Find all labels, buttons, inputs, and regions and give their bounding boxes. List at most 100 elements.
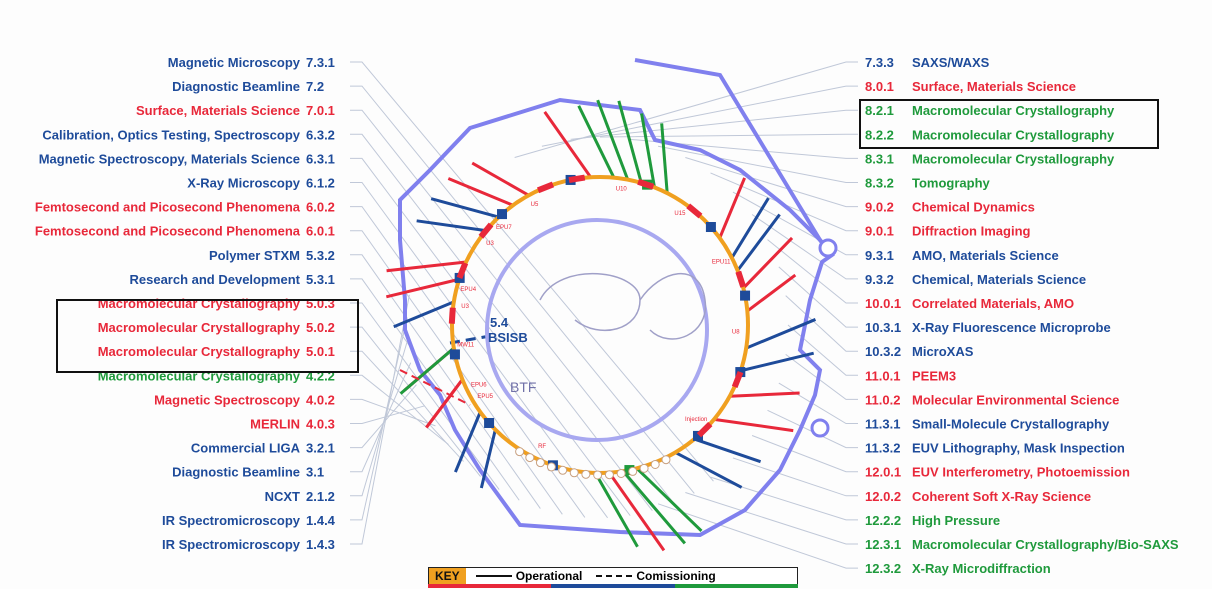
insertion-label: U3: [486, 241, 494, 247]
beamline-ray: [393, 300, 455, 329]
beamline-name-right: EUV Lithography, Mask Inspection: [912, 441, 1125, 456]
beamline-id-left: 5.0.3: [306, 296, 335, 311]
beamline-ray: [577, 105, 616, 179]
beamline-name-left: Magnetic Spectroscopy: [154, 392, 301, 407]
ring-magnet: [497, 209, 508, 220]
beamline-name-left: Diagnostic Beamline: [172, 79, 300, 94]
beamline-id-right: 8.3.2: [865, 176, 894, 191]
beamline-name-right: Macromolecular Crystallography: [912, 103, 1115, 118]
leader-line: [751, 214, 858, 280]
insertion-device: [478, 222, 494, 239]
dashed-line-icon: [596, 575, 633, 577]
beamline-ray: [416, 219, 487, 233]
leader-line: [629, 138, 858, 159]
beamline-ray: [386, 260, 467, 273]
leader-line: [785, 295, 858, 352]
beamline-ray: [622, 470, 687, 545]
legend-commissioning: Comissioning: [596, 569, 716, 583]
beamline-id-left: 4.0.2: [306, 392, 335, 407]
beamline-name-left: Polymer STXM: [209, 248, 300, 263]
beamline-id-right: 9.3.1: [865, 248, 894, 263]
beamline-ray: [471, 161, 530, 197]
beamline-ray: [746, 273, 797, 313]
left-beamline-labels: Magnetic Microscopy 7.3.1 Diagnostic Beaml…: [35, 55, 336, 552]
leader-line: [350, 294, 410, 545]
insertion-label: U5: [531, 202, 539, 208]
beamline-ray: [543, 110, 592, 179]
beamline-name-left: Commercial LIGA: [191, 441, 301, 456]
leader-line: [599, 133, 858, 138]
rf-cavity: [515, 447, 525, 457]
beamline-name-right: PEEM3: [912, 368, 956, 383]
beamline-name-right: EUV Interferometry, Photoemission: [912, 465, 1130, 480]
beamline-name-right: AMO, Materials Science: [912, 248, 1059, 263]
ring-magnet: [692, 430, 703, 441]
beam-rays: [385, 99, 817, 552]
legend-color-bar: [428, 584, 798, 588]
beamline-id-right: 8.3.1: [865, 151, 894, 166]
beamline-name-left: Femtosecond and Picosecond Phenomena: [35, 224, 301, 239]
leader-line: [350, 398, 436, 427]
beamline-id-right: 12.2.2: [865, 513, 901, 528]
beamline-name-right: Correlated Materials, AMO: [912, 296, 1074, 311]
insertion-label: EPU7: [496, 225, 512, 231]
beamline-name-left: Macromolecular Crystallography: [98, 320, 301, 335]
rf-cavity: [628, 466, 638, 476]
legend-color-blue: [551, 584, 675, 588]
beamline-id-left: 3.1: [306, 465, 324, 480]
beamline-ray: [718, 177, 746, 239]
beamline-name-left: IR Spectromicroscopy: [162, 537, 301, 552]
beamline-id-left: 1.4.3: [306, 537, 335, 552]
beamline-name-right: Macromolecular Crystallography: [912, 127, 1115, 142]
beamline-id-left: 2.1.2: [306, 489, 335, 504]
leader-line: [787, 324, 858, 376]
beamline-id-left: 7.0.1: [306, 103, 335, 118]
beamline-id-left: 6.0.2: [306, 200, 335, 215]
ring-magnet: [449, 349, 460, 360]
legend-color-green: [674, 584, 798, 588]
beamline-ray: [596, 99, 630, 181]
beamline-name-right: SAXS/WAXS: [912, 55, 990, 70]
insertion-device: [568, 174, 586, 184]
rf-cavity: [558, 465, 568, 475]
beamline-ray: [640, 113, 656, 188]
ring-magnet: [740, 290, 751, 301]
beamline-id-right: 11.3.1: [865, 417, 900, 432]
insertion-label: EPU6: [471, 383, 487, 389]
beamline-id-right: 10.3.2: [865, 344, 901, 359]
insertion-device: [686, 203, 703, 219]
leader-line: [778, 382, 858, 424]
insertion-label: MW11: [457, 342, 475, 348]
leader-line: [350, 109, 675, 504]
beamline-name-left: MERLIN: [250, 417, 300, 432]
beamline-ray: [479, 429, 497, 489]
beamline-name-left: Diagnostic Beamline: [172, 465, 300, 480]
beamline-id-right: 11.3.2: [865, 441, 900, 456]
beamline-id-left: 7.3.1: [306, 55, 335, 70]
beamline-ray: [674, 451, 743, 489]
highlight-box-left: [56, 299, 359, 373]
beamline-name-left: Research and Development: [129, 272, 300, 287]
beamline-ray: [713, 417, 794, 433]
beamline-id-right: 8.2.2: [865, 127, 894, 142]
beamline-name-left: IR Spectromicroscopy: [162, 513, 301, 528]
beamline-ray: [693, 437, 762, 464]
btf-label: BTF: [510, 379, 536, 395]
leader-line: [710, 476, 858, 521]
beamline-name-left: Femtosecond and Picosecond Phenomena: [35, 200, 301, 215]
beamline-id-right: 8.2.1: [865, 103, 894, 118]
beamline-name-right: High Pressure: [912, 513, 1000, 528]
beamline-name-right: Macromolecular Crystallography/Bio-SAXS: [912, 537, 1179, 552]
legend-operational: Operational: [475, 569, 582, 583]
beamline-name-right: MicroXAS: [912, 344, 974, 359]
ring-labels: U5 EPU7 U3 U10 U15 EPU11 U8 EPU4 U3 MW11 EPU6 EPU5 R…: [457, 187, 740, 450]
beamline-name-left: Magnetic Spectroscopy, Materials Science: [39, 151, 300, 166]
insertion-label: EPU5: [477, 394, 493, 400]
ring-magnet: [484, 417, 495, 428]
beamline-id-right: 9.3.2: [865, 272, 894, 287]
merlin-ray-dashed: [399, 369, 471, 406]
beamline-ray: [594, 472, 639, 548]
beamline-ray: [430, 197, 500, 219]
leader-line: [767, 239, 858, 304]
